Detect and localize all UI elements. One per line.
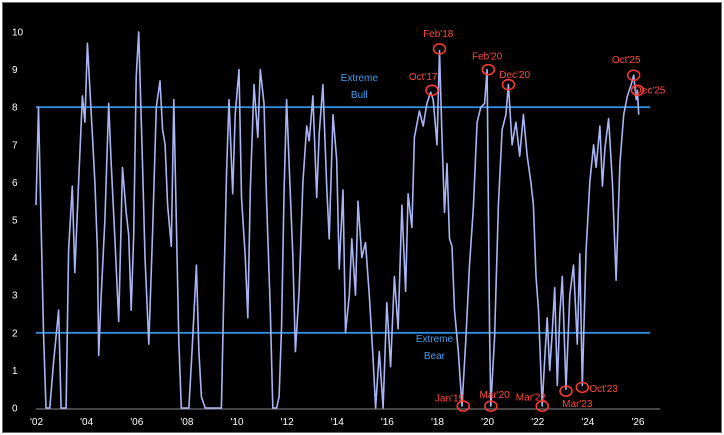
y-tick-label: 10 [12,28,24,39]
x-tick-label: '06 [130,417,143,428]
annotation-marker [456,400,471,412]
annotation-label: Feb'18 [423,29,454,40]
annotation-marker [630,84,645,97]
y-tick-label: 7 [12,140,18,151]
annotation-marker [501,78,516,91]
y-tick-label: 9 [12,65,18,76]
y-tick-label: 6 [12,178,18,189]
threshold-label: Extreme [416,334,454,345]
x-tick-label: '26 [631,417,644,428]
x-tick-label: '20 [481,417,494,428]
y-tick-label: 2 [12,328,18,339]
annotation-marker [481,63,496,76]
annotation-marker [425,84,439,97]
x-tick-label: '04 [80,417,93,428]
series-line [35,31,640,409]
x-tick-label: '12 [281,417,294,428]
x-tick-label: '02 [30,417,43,428]
annotation-label: Dec'20 [499,70,530,81]
annotation-marker [535,400,549,412]
annotation-marker [484,400,498,412]
annotation-marker [626,69,641,81]
annotation-label: Oct'17 [409,72,438,83]
annotation-label: Dec'25 [635,85,666,96]
x-tick-label: '14 [331,417,344,428]
y-tick-label: 3 [12,291,18,302]
annotation-marker [432,43,447,55]
y-tick-label: 0 [12,404,18,415]
annotation-label: Mar'23 [562,399,593,410]
y-tick-label: 5 [12,216,18,227]
annotation-label: Oct'25 [612,55,641,66]
annotation-label: Oct'23 [589,384,618,395]
annotation-label: Mar'20 [479,390,510,401]
x-tick-label: '18 [431,417,444,428]
annotation-label: Feb'20 [472,51,503,62]
x-tick-label: '22 [531,417,544,428]
annotation-marker [575,381,590,394]
x-tick-label: '08 [180,417,193,428]
annotation-label: Jan'19 [435,394,465,405]
threshold-label: Bear [424,351,446,362]
x-tick-label: '10 [230,417,243,428]
threshold-label: Extreme [341,73,379,84]
x-axis: '02 '04 '06 '08 '10 '12 '14 '16 '18 '20 '22 '24 '26 [30,417,645,428]
annotation-marker [559,385,573,397]
x-tick-label: '16 [381,417,394,428]
x-tick-label: '24 [581,417,594,428]
y-tick-label: 8 [12,103,18,114]
annotations: Oct'17 Feb'18 Jan'19 Feb'20 Mar'20 Dec'20 Mar'… [409,29,666,412]
y-axis: 0 1 2 3 4 5 6 7 8 9 10 [12,28,24,415]
y-tick-label: 1 [12,366,18,377]
annotation-label: Mar'22 [516,392,547,403]
threshold-label: Bull [351,90,368,101]
y-tick-label: 4 [12,253,18,264]
